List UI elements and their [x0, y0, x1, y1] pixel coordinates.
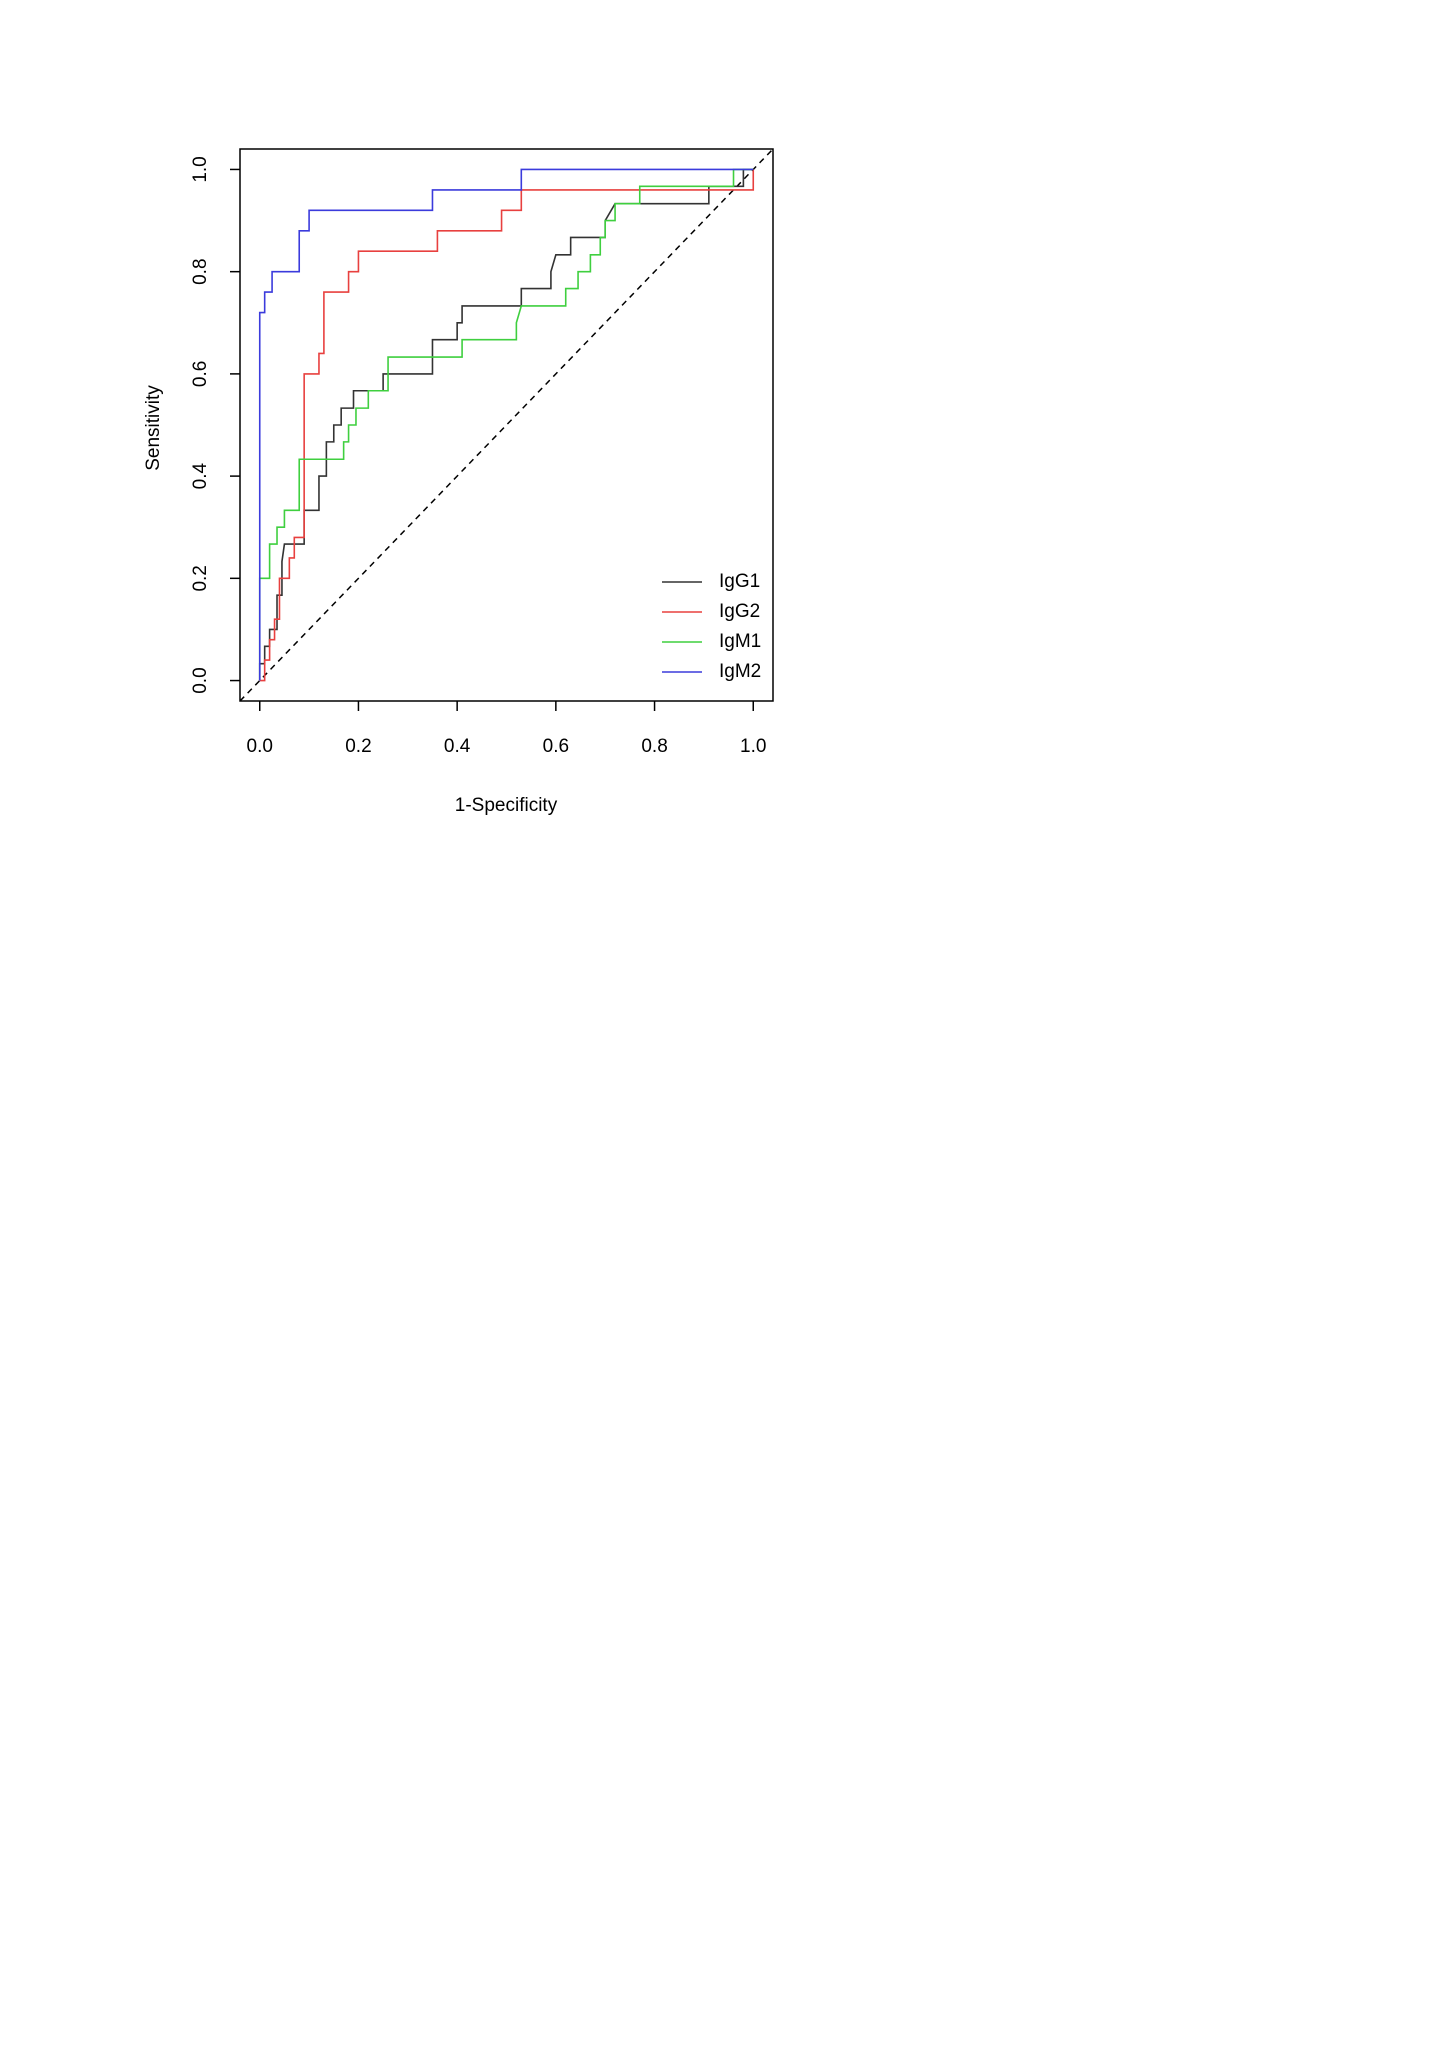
x-tick-label: 0.6: [543, 736, 569, 757]
y-tick-label: 1.0: [190, 156, 211, 182]
y-tick-label: 0.8: [190, 258, 211, 284]
x-tick-label: 1.0: [740, 736, 766, 757]
x-axis-label: 1-Specificity: [455, 795, 558, 816]
x-tick-label: 0.2: [345, 736, 371, 757]
plot-frame: [239, 148, 774, 702]
y-tick-label: 0.2: [190, 565, 211, 591]
y-tick-label: 0.6: [190, 361, 211, 387]
y-tick-label: 0.4: [190, 462, 211, 489]
reference-diagonal: [239, 148, 774, 702]
y-tick-label: 0.0: [190, 667, 211, 693]
x-tick-label: 0.0: [247, 736, 273, 757]
legend-label: IgG2: [719, 601, 760, 622]
roc-line: [259, 169, 755, 682]
legend-label: IgM2: [719, 661, 761, 682]
legend-label: IgG1: [719, 571, 760, 592]
roc-line: [258, 168, 754, 681]
x-tick-label: 0.4: [444, 736, 471, 757]
legend-label: IgM1: [719, 631, 761, 652]
roc-line: [258, 168, 754, 681]
x-tick-label: 0.8: [641, 736, 667, 757]
y-axis-label: Sensitivity: [143, 385, 164, 471]
